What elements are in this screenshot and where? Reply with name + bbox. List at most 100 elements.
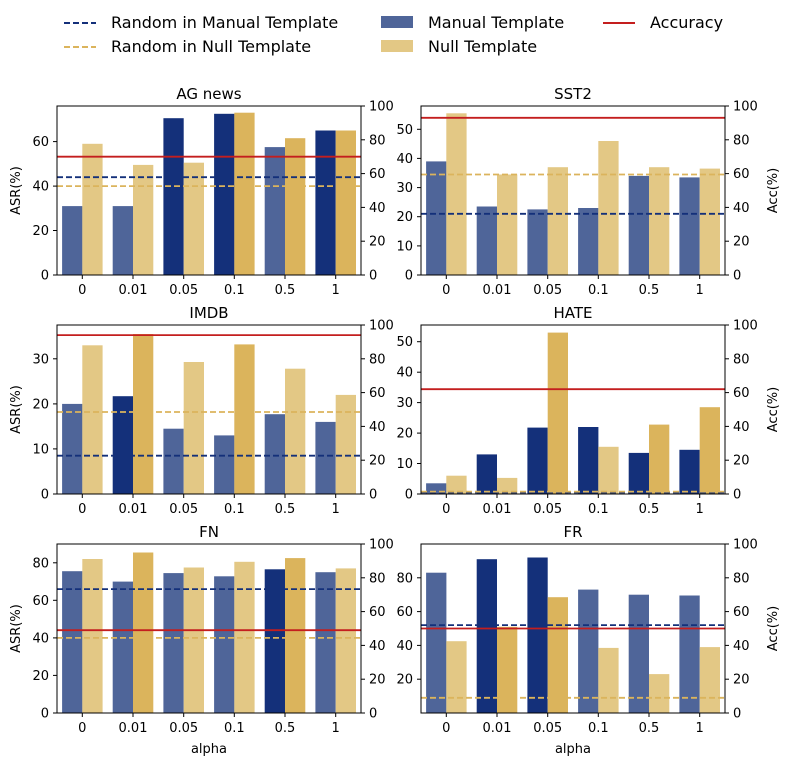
y2-tick-label: 0 [733,488,741,503]
y2-tick-label: 100 [369,100,394,115]
y-tick-label: 20 [396,210,413,225]
x-tick-label: 0.1 [588,502,609,517]
y-axis-label: ASR(%) [9,166,24,215]
bar-manual-template [315,421,336,494]
x-tick-label: 0.1 [224,502,245,517]
bar-null-template [183,362,204,494]
bar-null-template [446,475,467,494]
bar-null-template [446,113,467,275]
panel-title: FR [563,523,582,541]
y-tick-label: 10 [396,457,413,472]
bar-manual-template [679,449,700,494]
x-tick-label: 1 [332,502,340,517]
y2-tick-label: 40 [369,639,386,654]
x-tick-label: 0.05 [169,283,198,298]
plot-area: 20 40 60 80 0 20 40 60 80 100 0 0.01 0.05 0.1 0.5 1 [396,538,757,737]
bar-null-template [497,477,518,494]
y2-tick-label: 80 [369,133,386,148]
bar-manual-template [628,594,649,713]
x-tick-label: 1 [696,721,704,736]
x-tick-label: 0.5 [275,283,296,298]
x-tick-label: 0.01 [119,283,148,298]
y2-tick-label: 100 [369,538,394,553]
bar-manual-template [62,206,83,275]
x-tick-label: 0.5 [275,502,296,517]
y2-tick-label: 100 [369,319,394,334]
y2-tick-label: 60 [733,386,750,401]
bar-manual-template [112,581,133,713]
y2-tick-label: 20 [369,235,386,250]
y2-tick-label: 60 [369,386,386,401]
y2-axis-label: Acc(%) [766,168,781,213]
panel-title: SST2 [554,85,592,103]
y-tick-label: 20 [32,669,49,684]
legend-marker-null-template [381,40,413,52]
y-tick-label: 30 [32,352,49,367]
panel-title: IMDB [189,304,228,322]
bar-null-template [133,164,154,275]
y-tick-label: 20 [32,224,49,239]
plot-area: 0 10 20 30 40 50 0 20 40 60 80 100 0 0.01 0.05 0.1 0.5 1 [396,100,757,299]
bar-null-template [285,558,306,713]
plot-frame [420,324,726,495]
bar-null-template [82,559,103,713]
bar-manual-template [264,414,285,494]
legend-label-accuracy: Accuracy [650,13,723,32]
bar-null-template [285,368,306,494]
bar-manual-template [315,572,336,713]
bar-null-template [649,424,670,494]
x-tick-label: 0.1 [224,283,245,298]
y-tick-label: 20 [32,397,49,412]
legend: Random in Manual Template Random in Null… [64,13,723,56]
y2-tick-label: 60 [369,167,386,182]
y-tick-label: 50 [396,335,413,350]
y-tick-label: 0 [41,269,49,284]
x-tick-label: 0.05 [169,502,198,517]
y2-tick-label: 0 [733,269,741,284]
bar-manual-template [578,208,599,275]
bar-null-template [133,334,154,494]
plot-frame [56,105,362,276]
bar-null-template [547,167,568,275]
bar-null-template [234,112,255,275]
bar-null-template [446,641,467,713]
x-axis-label: alpha [555,742,591,757]
bar-null-template [183,162,204,275]
y-tick-label: 0 [41,707,49,722]
y-tick-label: 0 [405,269,413,284]
panel-imdb: 0 10 20 30 0 20 40 60 80 100 0 0.01 0.05 0.1 0.5 1 IMDB… [9,304,394,517]
bar-manual-template [426,161,447,275]
y-tick-label: 0 [41,488,49,503]
x-tick-label: 0.01 [119,502,148,517]
bar-manual-template [62,403,83,494]
bar-manual-template [527,209,548,275]
x-tick-label: 1 [332,721,340,736]
bar-manual-template [628,175,649,275]
bar-null-template [497,174,518,275]
y2-tick-label: 60 [733,605,750,620]
y-axis-label: ASR(%) [9,604,24,653]
bar-manual-template [679,177,700,275]
bar-null-template [497,626,518,713]
y-tick-label: 20 [396,427,413,442]
bar-manual-template [578,427,599,494]
bar-null-template [335,568,356,713]
bar-manual-template [163,573,184,713]
bar-null-template [133,552,154,713]
y2-tick-label: 20 [369,673,386,688]
plot-area: 0 20 40 60 0 20 40 60 80 100 0 0.01 0.05 0.1 0.5 1 [32,100,393,299]
bar-null-template [649,167,670,275]
y-tick-label: 80 [396,571,413,586]
panel-ag-news: 0 20 40 60 0 20 40 60 80 100 0 0.01 0.05 0.1 0.5 1 AG n… [9,85,394,298]
y-tick-label: 40 [396,152,413,167]
bar-null-template [598,446,619,494]
bar-manual-template [214,576,235,713]
x-tick-label: 0.1 [224,721,245,736]
bar-null-template [547,597,568,713]
x-tick-label: 0 [442,721,450,736]
legend-label-random-null: Random in Null Template [111,37,311,56]
y2-tick-label: 20 [733,235,750,250]
